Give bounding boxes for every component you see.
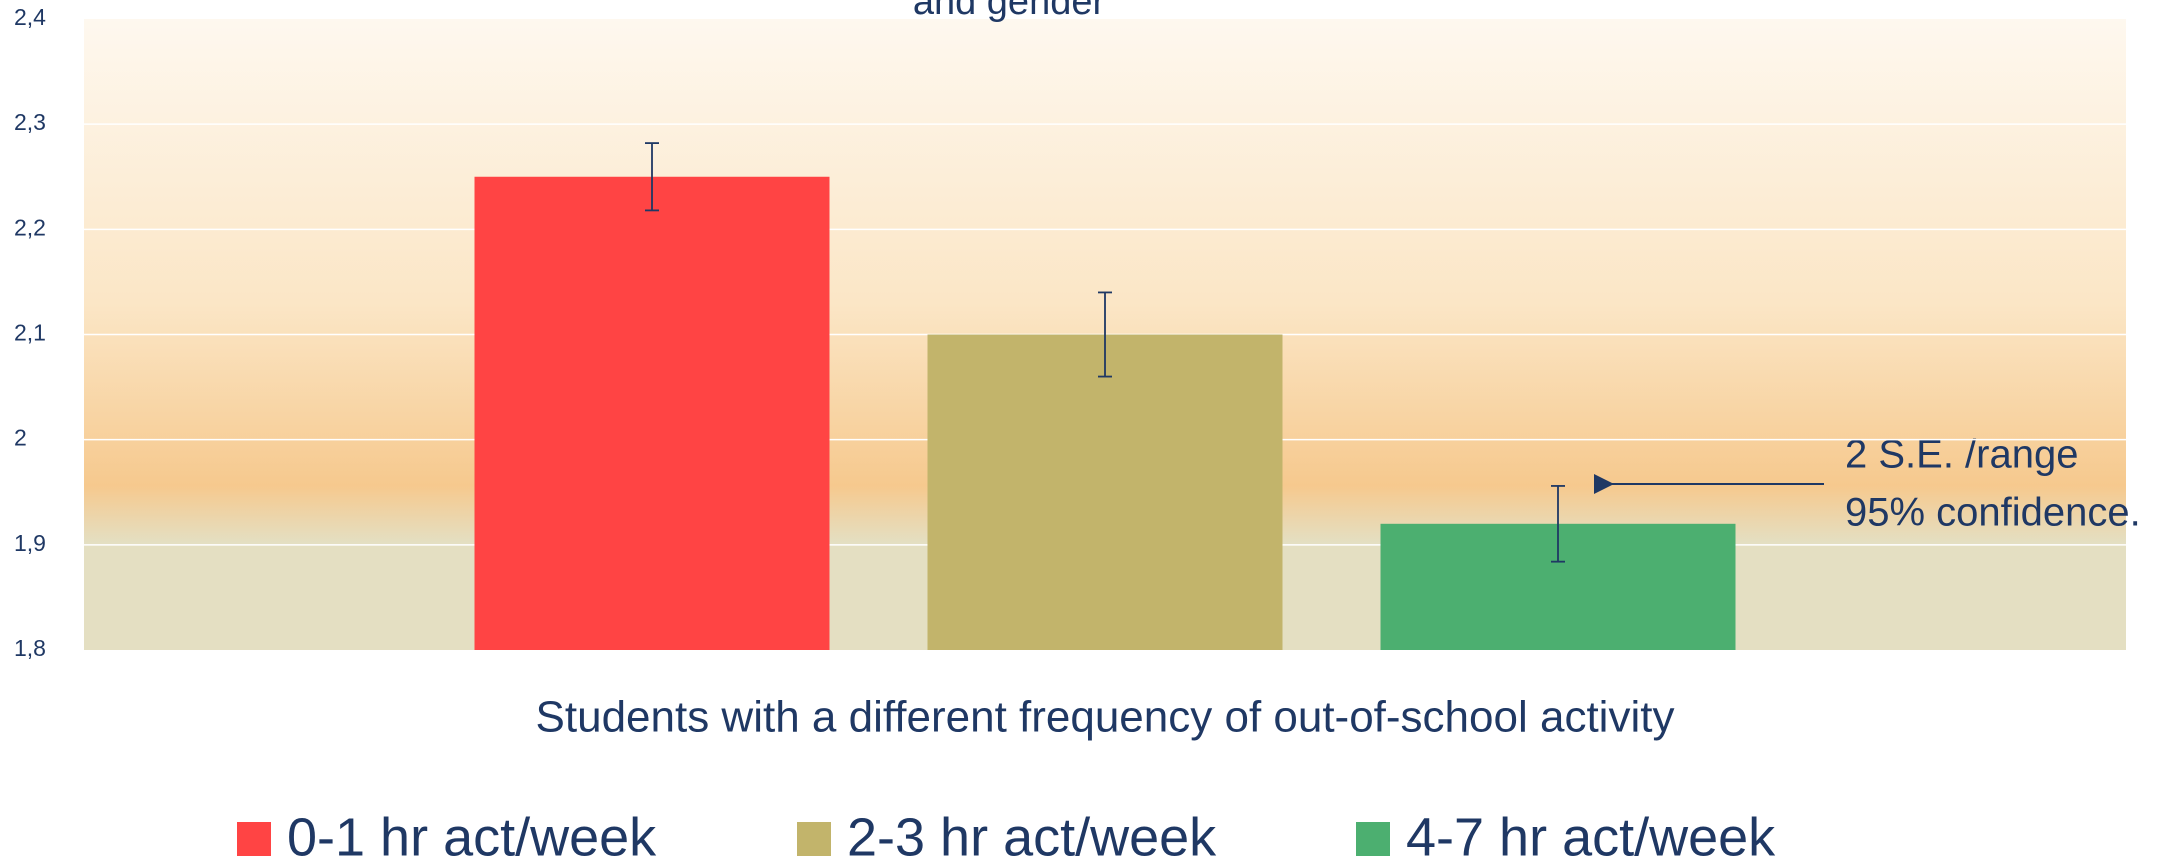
- annotation: 95% confidence.: [1845, 491, 2141, 535]
- y-tick-label: 2,3: [14, 109, 46, 135]
- legend-swatch: [1356, 822, 1390, 856]
- legend-swatch: [237, 822, 271, 856]
- y-tick-label: 2,1: [14, 320, 46, 346]
- bar: [927, 334, 1283, 650]
- legend-swatch: [797, 822, 831, 856]
- y-tick-label: 2: [14, 425, 27, 451]
- chart-title: and gender: [913, 0, 1106, 23]
- y-tick-label: 1,8: [14, 635, 46, 661]
- y-tick-label: 2,4: [14, 4, 46, 30]
- legend-label: 0-1 hr act/week: [287, 807, 657, 867]
- error-bar: [1098, 291, 1112, 378]
- legend-label: 2-3 hr act/week: [847, 807, 1217, 867]
- y-tick-label: 1,9: [14, 530, 46, 556]
- x-axis-label: Students with a different frequency of o…: [536, 693, 1675, 742]
- error-bar: [645, 142, 659, 212]
- y-tick-label: 2,2: [14, 214, 46, 240]
- legend-label: 4-7 hr act/week: [1406, 807, 1776, 867]
- error-bar: [1551, 485, 1565, 563]
- bar: [474, 176, 830, 650]
